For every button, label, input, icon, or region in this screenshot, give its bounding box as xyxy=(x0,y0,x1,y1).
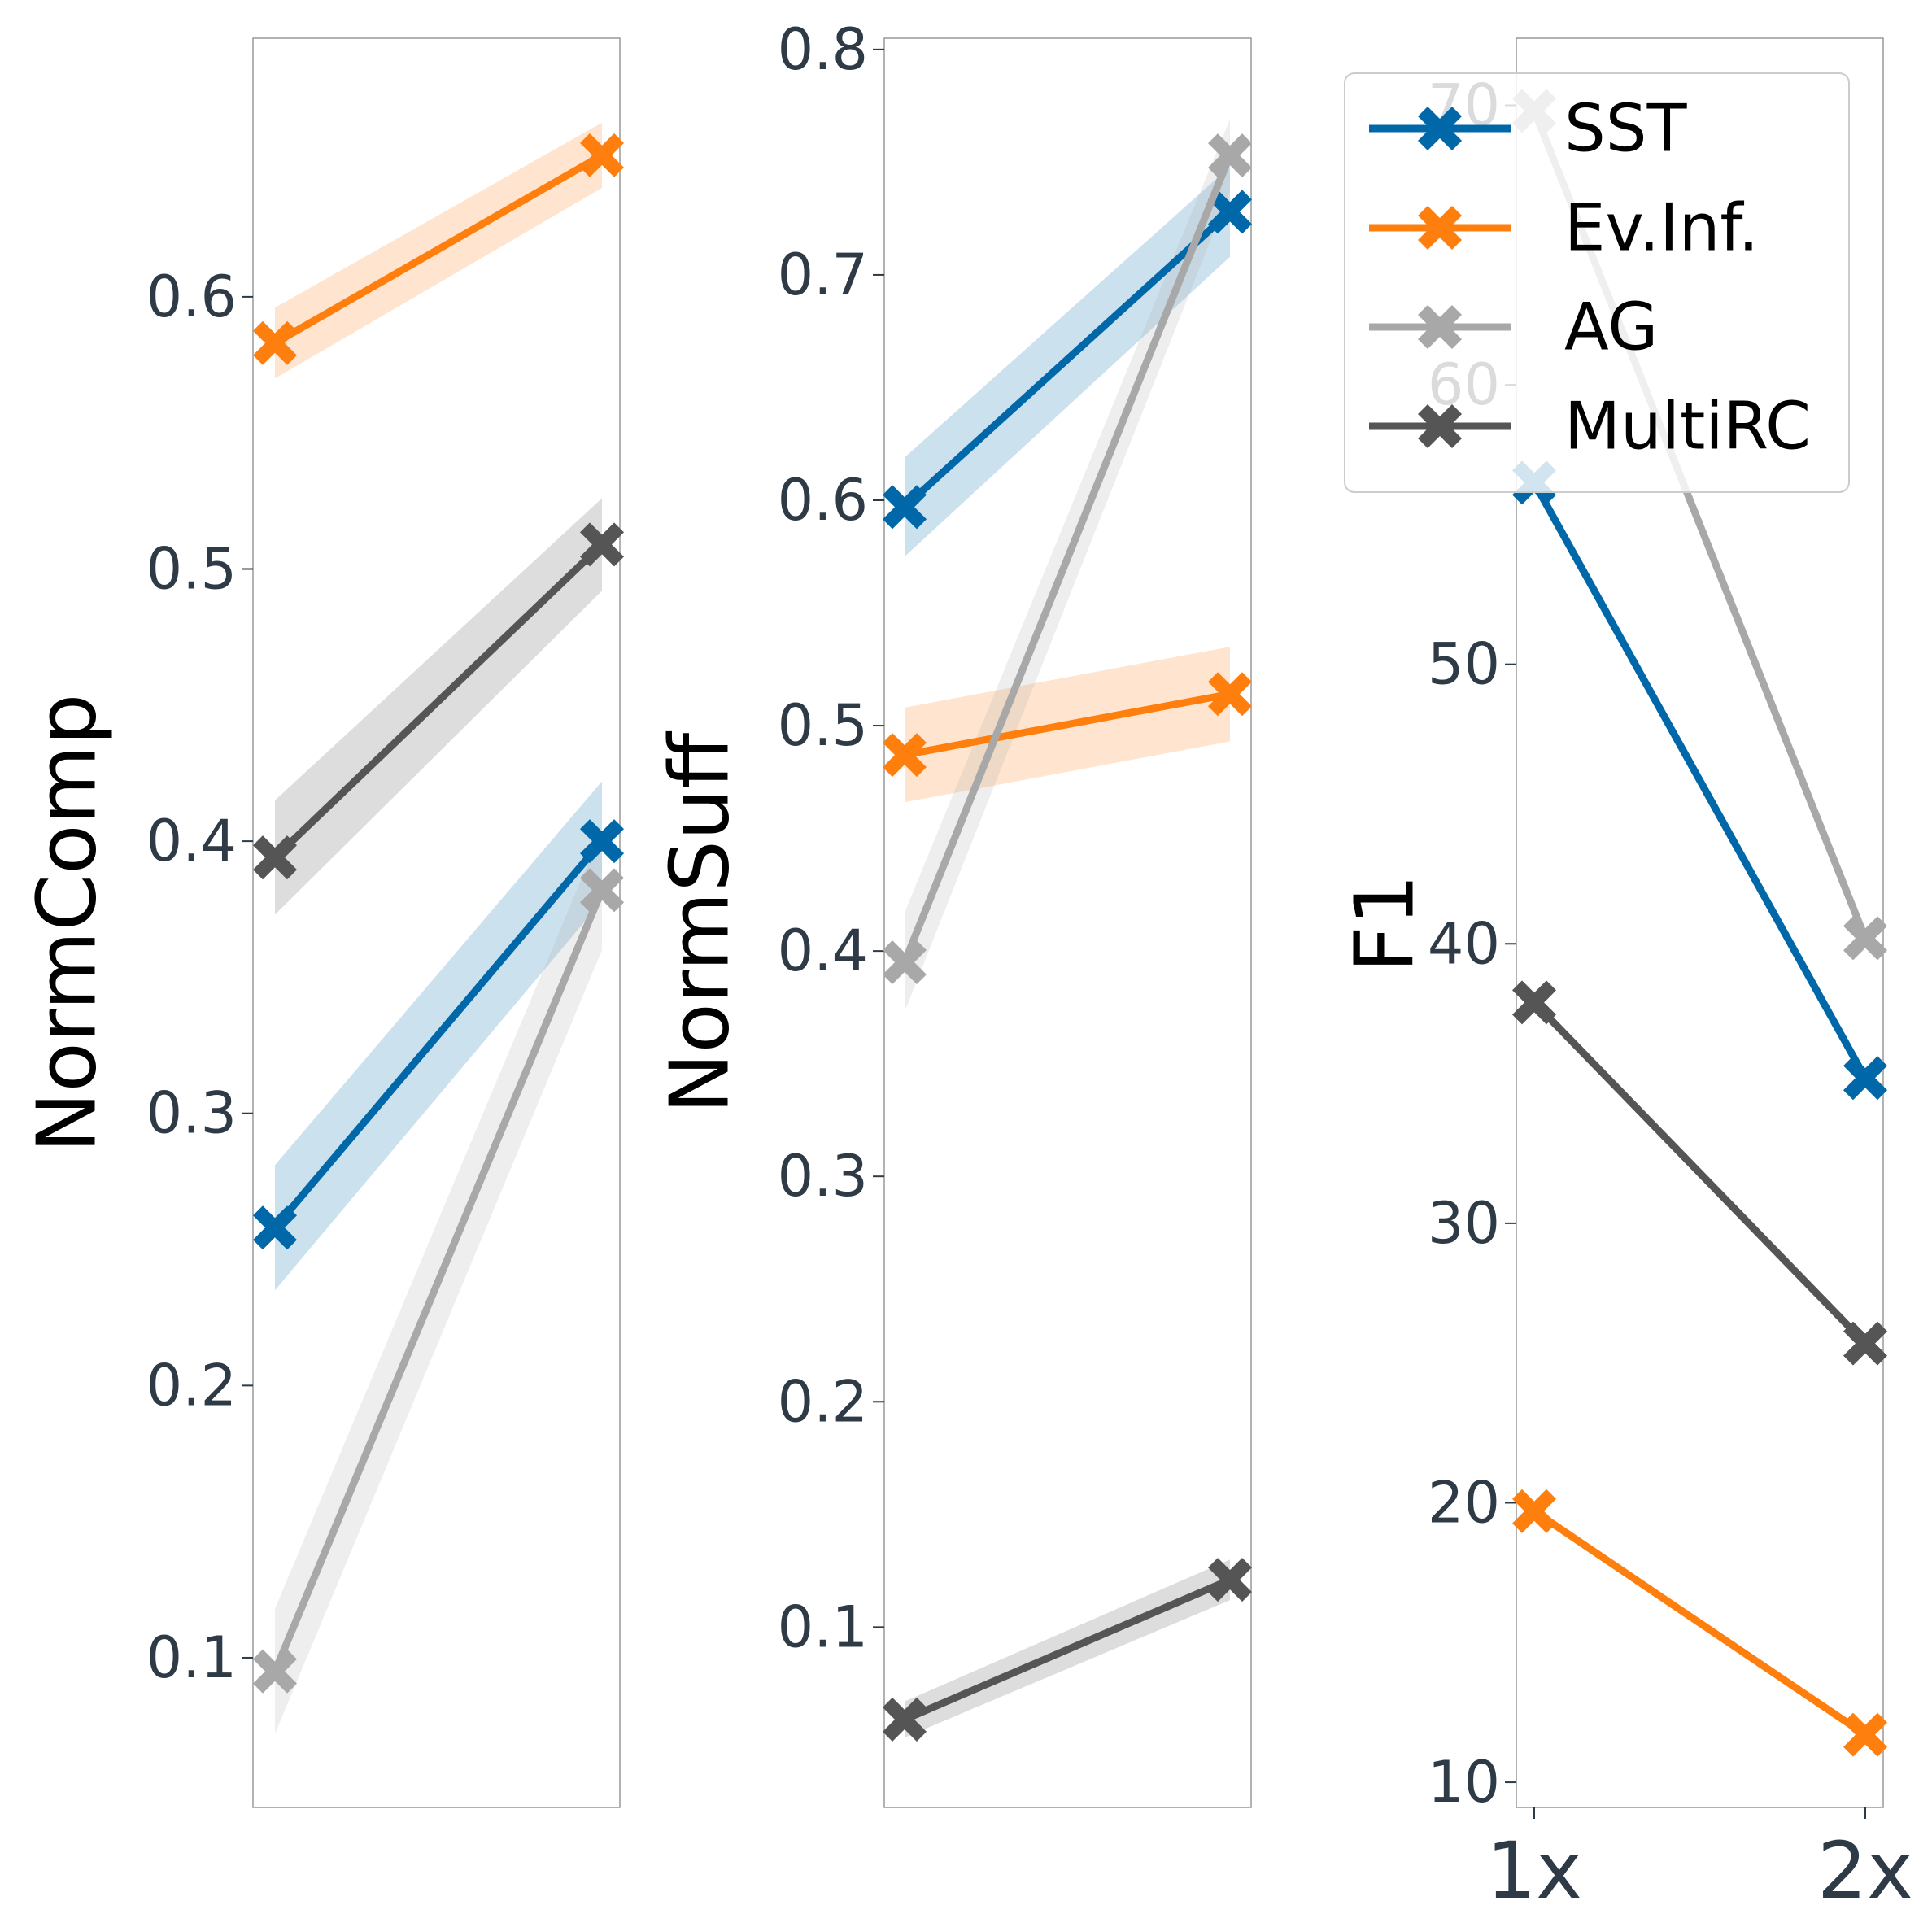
point-sst xyxy=(252,1205,298,1250)
point-ev-inf xyxy=(1511,1489,1557,1533)
series-line-multirc xyxy=(903,1576,1232,1724)
point-multirc xyxy=(579,522,625,567)
y-tick-label: 0.7 xyxy=(778,242,868,308)
point-ev-inf xyxy=(1843,1712,1888,1757)
point-ev-inf xyxy=(882,733,927,778)
y-tick-label: 0.2 xyxy=(778,1368,868,1435)
legend: SST Ev.Inf. AG MultiRC xyxy=(1344,72,1850,493)
legend-entry-ev-inf: Ev.Inf. xyxy=(1369,190,1759,266)
panel-normcomp: 0.1 0.2 0.3 0.4 0.5 0.6 NormComp xyxy=(20,37,625,1808)
point-multirc xyxy=(1511,980,1557,1025)
y-tick-label: 20 xyxy=(1428,1469,1500,1536)
y-tick-label: 0.1 xyxy=(146,1624,237,1691)
point-ag xyxy=(882,940,927,984)
series-line-ev-inf xyxy=(1532,1508,1868,1738)
point-multirc xyxy=(252,835,298,880)
series-line-sst xyxy=(1531,481,1869,1080)
point-sst xyxy=(882,485,927,530)
series-line-multirc xyxy=(272,542,605,861)
y-tick-label: 50 xyxy=(1428,631,1500,698)
y-tick-label: 0.3 xyxy=(146,1080,237,1147)
y-tick-label: 0.6 xyxy=(778,467,868,534)
point-ag xyxy=(1843,916,1888,961)
point-multirc xyxy=(1843,1321,1888,1366)
legend-entry-ag: AG xyxy=(1369,290,1658,365)
point-multirc xyxy=(882,1697,927,1742)
point-sst xyxy=(579,819,625,864)
legend-marker-multirc xyxy=(1417,403,1463,449)
y-tick-label: 0.8 xyxy=(778,16,868,83)
series-line-sst xyxy=(901,209,1233,510)
series-line-sst xyxy=(272,839,605,1231)
series-line-ag xyxy=(271,888,606,1673)
point-ev-inf xyxy=(579,133,625,177)
y-tick-label: 0.5 xyxy=(146,536,237,603)
series-line-multirc xyxy=(1531,1000,1869,1346)
x-tick-label: 1x xyxy=(1486,1825,1582,1916)
series-line-ev-inf xyxy=(904,690,1231,759)
y-tick-label: 0.2 xyxy=(146,1352,237,1419)
x-tick-label: 2x xyxy=(1817,1825,1913,1916)
y-axis-title: F1 xyxy=(1337,874,1433,972)
point-ag xyxy=(1207,133,1253,178)
legend-box xyxy=(1344,72,1850,493)
legend-label: SST xyxy=(1564,91,1688,167)
y-tick-label: 0.4 xyxy=(146,808,237,874)
plot-frame xyxy=(883,37,1252,1808)
point-ev-inf xyxy=(1207,672,1253,717)
y-tick-label: 30 xyxy=(1428,1190,1500,1257)
legend-entry-sst: SST xyxy=(1369,91,1688,167)
y-tick-label: 0.5 xyxy=(778,692,868,759)
y-tick-label: 0.1 xyxy=(778,1593,868,1660)
y-tick-label: 0.4 xyxy=(778,918,868,984)
point-sst xyxy=(1207,190,1253,234)
y-axis-title: NormSuff xyxy=(652,731,748,1114)
band-multirc xyxy=(275,498,602,915)
y-tick-label: 10 xyxy=(1428,1749,1500,1816)
legend-marker-ag xyxy=(1417,304,1463,350)
legend-label: Ev.Inf. xyxy=(1564,190,1759,266)
legend-marker-ev-inf xyxy=(1417,205,1463,251)
point-sst xyxy=(1843,1056,1888,1101)
point-ag xyxy=(252,1649,298,1694)
panel-normsuff: 0.1 0.2 0.3 0.4 0.5 0.6 0.7 0.8 NormSuff xyxy=(652,16,1253,1808)
series-line-ev-inf xyxy=(273,151,604,347)
point-ag xyxy=(579,868,625,913)
y-tick-label: 0.3 xyxy=(778,1143,868,1210)
series-line-ag xyxy=(901,154,1234,964)
legend-entry-multirc: MultiRC xyxy=(1369,389,1811,464)
y-tick-label: 40 xyxy=(1428,910,1500,977)
legend-label: MultiRC xyxy=(1564,389,1811,464)
point-ev-inf xyxy=(252,320,298,365)
point-multirc xyxy=(1207,1558,1253,1602)
plot-frame xyxy=(252,37,621,1808)
legend-label: AG xyxy=(1564,290,1658,365)
y-axis-title: NormComp xyxy=(20,694,115,1153)
legend-marker-sst xyxy=(1417,106,1463,151)
y-tick-label: 0.6 xyxy=(146,264,237,330)
